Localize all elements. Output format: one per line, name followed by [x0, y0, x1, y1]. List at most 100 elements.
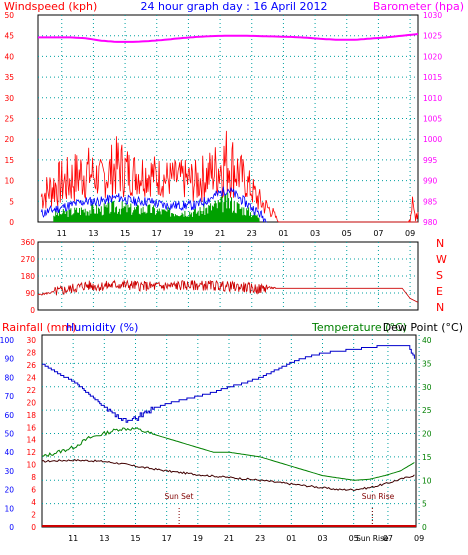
rainfall-y-tick-label: 12 — [26, 448, 36, 457]
temperature-y-tick-label: 5 — [422, 500, 427, 509]
temperature-y-tick-label: 20 — [422, 430, 432, 439]
barometer-axis-label: Barometer (hpa) — [373, 0, 464, 13]
humidity-series — [42, 345, 415, 423]
barometer-y-tick-label: 985 — [423, 197, 438, 206]
humidity-y-tick-label: 0 — [9, 523, 14, 532]
wind-x-tick-label: 17 — [152, 229, 162, 238]
wind-y-tick-label: 45 — [4, 32, 14, 41]
rainfall-y-tick-label: 10 — [26, 461, 36, 470]
rainfall-y-tick-label: 22 — [26, 386, 36, 395]
wind-average-series — [40, 186, 267, 223]
graph-title: 24 hour graph day : 16 April 2012 — [141, 0, 328, 13]
barometer-y-tick-label: 1010 — [423, 94, 442, 103]
rainfall-y-tick-label: 26 — [26, 361, 36, 370]
wind-y-tick-label: 40 — [4, 52, 14, 61]
humidity-y-tick-label: 90 — [4, 355, 14, 364]
wind-x-tick-label: 13 — [88, 229, 98, 238]
temperature-y-tick-label: 15 — [422, 453, 432, 462]
humidity-y-tick-label: 20 — [4, 486, 14, 495]
rainfall-y-tick-label: 20 — [26, 398, 36, 407]
humidity-y-tick-label: 30 — [4, 467, 14, 476]
temperature-x-tick-label: 21 — [224, 534, 234, 543]
compass-label: N — [436, 301, 444, 314]
barometer-y-tick-label: 995 — [423, 156, 438, 165]
humidity-y-tick-label: 50 — [4, 430, 14, 439]
temperature-y-tick-label: 10 — [422, 476, 432, 485]
barometer-y-tick-label: 1000 — [423, 135, 442, 144]
barometer-series — [38, 33, 419, 43]
rainfall-y-tick-label: 18 — [26, 411, 36, 420]
wind-speed-series — [40, 130, 418, 223]
dewpoint-axis-label: Dew Point (°C) — [383, 321, 463, 334]
temperature-y-tick-label: 30 — [422, 383, 432, 392]
humidity-y-tick-label: 60 — [4, 411, 14, 420]
humidity-y-tick-label: 100 — [0, 336, 14, 345]
humidity-y-tick-label: 80 — [4, 373, 14, 382]
rainfall-y-tick-label: 6 — [31, 486, 36, 495]
wind-y-tick-label: 50 — [4, 11, 14, 20]
humidity-y-tick-label: 10 — [4, 504, 14, 513]
temperature-y-tick-label: 25 — [422, 406, 432, 415]
wind-x-tick-label: 05 — [342, 229, 352, 238]
direction-y-tick-label: 270 — [21, 255, 36, 264]
dewpoint-series — [41, 458, 415, 492]
wind-x-tick-label: 09 — [405, 229, 415, 238]
temperature-x-tick-label: 23 — [255, 534, 265, 543]
humidity-y-tick-label: 70 — [4, 392, 14, 401]
rainfall-y-tick-label: 14 — [26, 436, 36, 445]
rainfall-y-tick-label: 4 — [31, 498, 36, 507]
temperature-x-tick-label: 03 — [317, 534, 327, 543]
rainfall-y-tick-label: 24 — [26, 373, 36, 382]
barometer-y-tick-label: 980 — [423, 218, 438, 227]
wind-x-tick-label: 11 — [57, 229, 67, 238]
temperature-y-tick-label: 0 — [422, 523, 427, 532]
rainfall-y-tick-label: 28 — [26, 348, 36, 357]
wind-y-tick-label: 25 — [4, 115, 14, 124]
wind-direction-series — [37, 279, 419, 303]
temperature-x-tick-label: 07 — [383, 534, 393, 543]
wind-x-tick-label: 07 — [373, 229, 383, 238]
wind-y-tick-label: 30 — [4, 94, 14, 103]
rainfall-y-tick-label: 0 — [31, 523, 36, 532]
compass-label: S — [436, 269, 443, 282]
wind-y-tick-label: 15 — [4, 156, 14, 165]
wind-y-tick-label: 10 — [4, 177, 14, 186]
wind-y-tick-label: 0 — [9, 218, 14, 227]
wind-y-tick-label: 5 — [9, 197, 14, 206]
temperature-y-tick-label: 35 — [422, 359, 432, 368]
temperature-x-tick-label: 13 — [99, 534, 109, 543]
temperature-x-tick-label: 17 — [162, 534, 172, 543]
compass-label: W — [436, 253, 447, 266]
direction-y-tick-label: 180 — [21, 272, 36, 281]
wind-x-tick-label: 21 — [215, 229, 225, 238]
wind-x-tick-label: 23 — [247, 229, 257, 238]
temperature-axis-label: Temperature (°C) — [311, 321, 407, 334]
temperature-x-tick-label: Sun Rise — [356, 534, 389, 543]
temperature-x-tick-label: 01 — [286, 534, 296, 543]
wind-x-tick-label: 01 — [278, 229, 288, 238]
compass-label: E — [436, 285, 443, 298]
direction-y-tick-label: 0 — [30, 306, 35, 315]
wind-x-tick-label: 19 — [183, 229, 193, 238]
windspeed-axis-label: Windspeed (kph) — [4, 0, 97, 13]
temperature-x-tick-label: 05 — [349, 534, 359, 543]
temperature-series — [41, 427, 415, 481]
wind-y-tick-label: 20 — [4, 135, 14, 144]
rainfall-y-tick-label: 8 — [31, 473, 36, 482]
temperature-x-tick-label: 09 — [414, 534, 424, 543]
humidity-y-tick-label: 40 — [4, 448, 14, 457]
sun-rise-annotation: Sun Rise — [362, 492, 395, 501]
wind-speed-tail-series — [406, 196, 419, 223]
barometer-y-tick-label: 1025 — [423, 32, 442, 41]
temperature-x-tick-label: 19 — [193, 534, 203, 543]
temperature-y-tick-label: 40 — [422, 336, 432, 345]
barometer-y-tick-label: 1030 — [423, 11, 442, 20]
rainfall-y-tick-label: 30 — [26, 336, 36, 345]
direction-y-tick-label: 90 — [25, 289, 35, 298]
rainfall-axis-label: Rainfall (mm) — [2, 321, 76, 334]
temperature-x-tick-label: 11 — [68, 534, 78, 543]
wind-y-tick-label: 35 — [4, 73, 14, 82]
direction-y-tick-label: 360 — [21, 238, 36, 247]
barometer-y-tick-label: 1005 — [423, 115, 442, 124]
